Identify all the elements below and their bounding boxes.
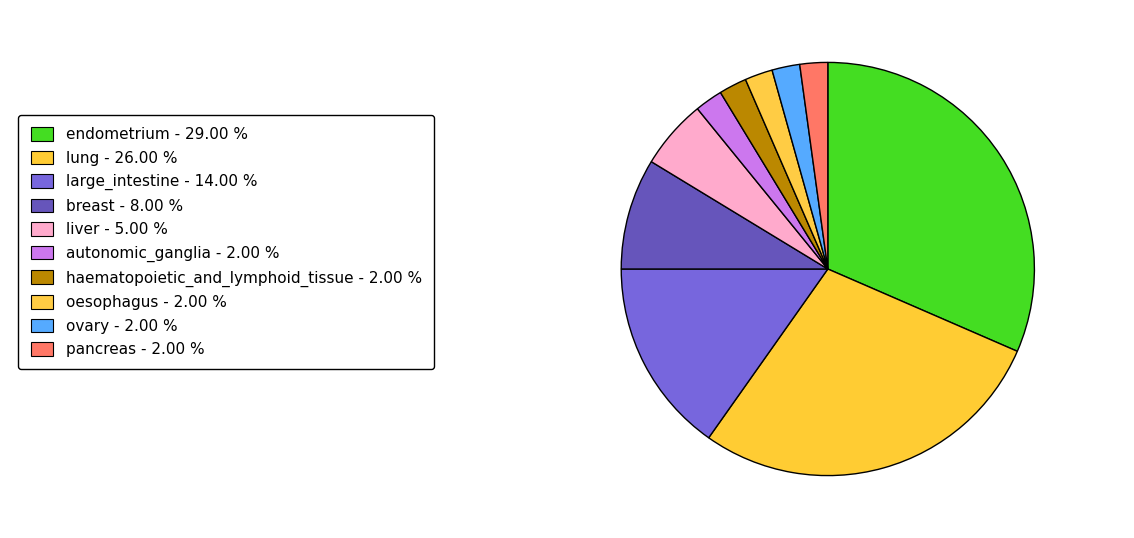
Wedge shape xyxy=(621,269,828,438)
Wedge shape xyxy=(745,70,828,269)
Wedge shape xyxy=(799,62,828,269)
Wedge shape xyxy=(828,62,1034,351)
Legend: endometrium - 29.00 %, lung - 26.00 %, large_intestine - 14.00 %, breast - 8.00 : endometrium - 29.00 %, lung - 26.00 %, l… xyxy=(18,115,434,369)
Wedge shape xyxy=(651,109,828,269)
Wedge shape xyxy=(709,269,1017,476)
Wedge shape xyxy=(772,65,828,269)
Wedge shape xyxy=(697,93,828,269)
Wedge shape xyxy=(621,161,828,269)
Wedge shape xyxy=(720,80,828,269)
